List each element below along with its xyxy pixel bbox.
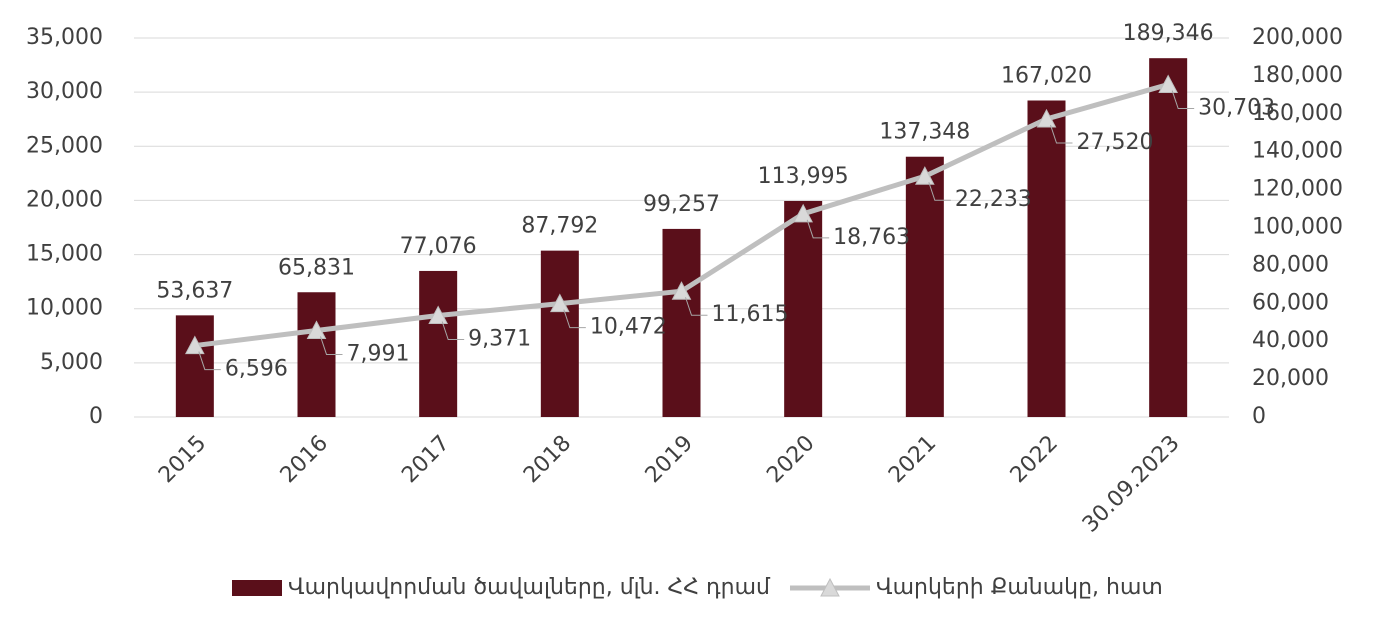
x-tick-label: 2016 [276,431,333,488]
y-tick-label: 10,000 [26,296,103,321]
legend-label: Վարկավորման ծավալները, մլն. ՀՀ դրամ [288,575,771,600]
y-tick-label: 35,000 [26,25,103,50]
x-tick-label: 2021 [884,431,941,488]
y-tick-label: 0 [89,404,103,429]
bar-value-label: 137,348 [879,120,970,145]
y-tick-label: 30,000 [26,79,103,104]
y2-tick-label: 60,000 [1252,290,1329,315]
legend-marker [820,577,840,597]
leader-line [320,336,343,355]
line-value-label: 18,763 [833,225,910,250]
x-tick-label: 2022 [1006,431,1063,488]
bar [1027,100,1066,417]
x-tick-label: 2020 [762,431,819,488]
y2-tick-label: 100,000 [1252,215,1343,240]
y2-tick-label: 200,000 [1252,25,1343,50]
line-value-label: 11,615 [712,302,789,327]
y2-tick-label: 180,000 [1252,63,1343,88]
y2-tick-label: 140,000 [1252,139,1343,164]
y-tick-label: 25,000 [26,133,103,158]
y2-tick-label: 80,000 [1252,252,1329,277]
y2-tick-label: 20,000 [1252,366,1329,391]
line-marker [1158,74,1179,94]
x-tick-label: 2018 [519,431,576,488]
leader-line [441,321,465,341]
line-marker [915,166,935,185]
y2-tick-label: 40,000 [1252,328,1329,353]
legend-label: Վարկերի Քանակը, հատ [876,575,1163,600]
bar [540,250,579,417]
line-marker [671,281,692,300]
bar [419,270,458,417]
line-value-label: 7,991 [347,341,410,366]
leader-line [1050,124,1073,144]
y2-tick-label: 120,000 [1252,177,1343,202]
bar-value-label: 65,831 [278,255,355,280]
bar [175,315,214,417]
leader-line [1171,90,1195,110]
line-value-label: 9,371 [468,327,531,352]
line-marker [428,305,448,325]
bar-value-label: 167,020 [1001,63,1092,88]
bar [1149,58,1188,417]
leader-line [198,351,221,371]
bar-value-label: 77,076 [400,234,477,259]
line-marker [185,335,205,355]
bar-value-label: 53,637 [156,278,233,303]
leader-line [685,297,708,316]
bar [662,228,701,417]
y-tick-label: 5,000 [40,350,103,375]
legend-swatch [232,580,282,596]
x-tick-label: 30.09.2023 [1078,431,1185,538]
x-tick-label: 2017 [397,431,454,488]
y-tick-label: 20,000 [26,187,103,212]
line-marker [306,320,327,339]
y2-tick-label: 0 [1252,404,1266,429]
leader-line [563,309,586,329]
line-marker [793,203,813,223]
y-tick-label: 15,000 [26,242,103,267]
line-value-label: 27,520 [1077,130,1154,155]
bar [784,200,823,417]
y2-tick-label: 160,000 [1252,101,1343,126]
bar-value-label: 99,257 [643,192,720,217]
leader-line [928,182,951,201]
leader-line [806,219,830,239]
line-value-label: 22,233 [955,187,1032,212]
line-marker [550,293,570,313]
line-value-label: 6,596 [225,357,288,382]
x-tick-label: 2015 [154,431,211,488]
x-tick-label: 2019 [641,431,698,488]
line-value-label: 30,703 [1198,96,1275,121]
line-marker [1036,108,1057,128]
bar [905,156,944,418]
line-value-label: 10,472 [590,315,667,340]
bar-value-label: 113,995 [758,164,849,189]
bar-value-label: 189,346 [1123,21,1214,46]
bar-value-label: 87,792 [521,214,598,239]
